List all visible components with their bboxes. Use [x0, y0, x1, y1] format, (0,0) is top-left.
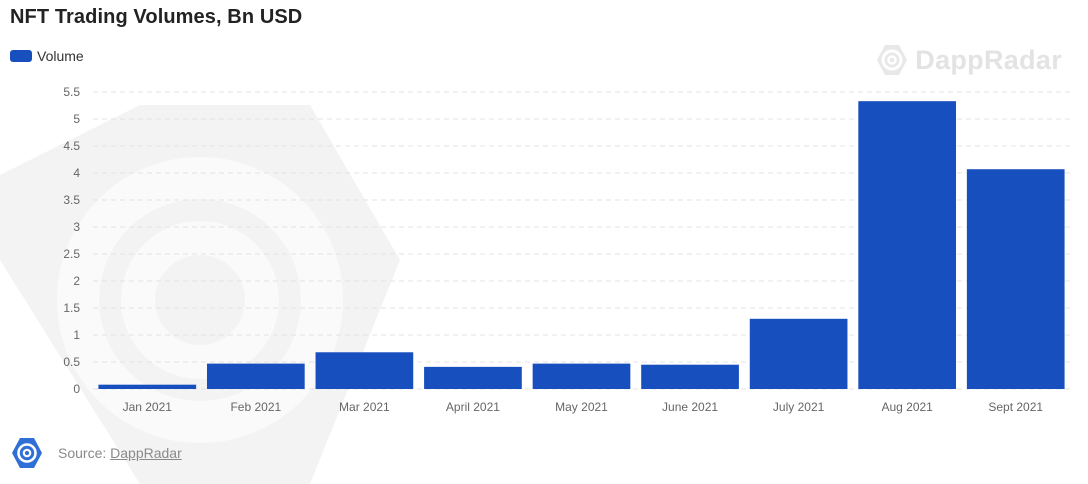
- y-tick-label: 1: [73, 328, 80, 342]
- y-tick-label: 4.5: [63, 139, 80, 153]
- bar-july-2021[interactable]: [749, 318, 848, 389]
- y-tick-label: 1.5: [63, 301, 80, 315]
- source-prefix: Source:: [58, 445, 111, 461]
- y-tick-label: 2.5: [63, 247, 80, 261]
- x-tick-label: Aug 2021: [881, 400, 933, 414]
- y-tick-label: 5.5: [63, 85, 80, 99]
- x-tick-label: Jan 2021: [123, 400, 173, 414]
- legend-label: Volume: [37, 48, 84, 64]
- chart-title: NFT Trading Volumes, Bn USD: [10, 6, 303, 28]
- y-tick-label: 5: [73, 112, 80, 126]
- dappradar-logo: DappRadar: [875, 43, 1062, 77]
- bars: [98, 101, 1065, 390]
- y-tick-label: 4: [73, 166, 80, 180]
- y-tick-label: 3.5: [63, 193, 80, 207]
- x-tick-label: May 2021: [555, 400, 608, 414]
- x-tick-label: July 2021: [773, 400, 825, 414]
- x-tick-label: April 2021: [446, 400, 500, 414]
- y-tick-label: 0: [73, 382, 80, 396]
- bar-june-2021[interactable]: [641, 364, 739, 389]
- y-tick-label: 2: [73, 274, 80, 288]
- legend-swatch: [10, 50, 32, 62]
- bar-feb-2021[interactable]: [206, 363, 305, 389]
- dappradar-source-icon: [12, 438, 42, 468]
- brand-name: DappRadar: [915, 44, 1062, 75]
- legend[interactable]: Volume: [10, 48, 84, 64]
- bar-april-2021[interactable]: [424, 366, 522, 389]
- x-axis-ticks: Jan 2021 Feb 2021 Mar 2021 April 2021 May 20…: [123, 400, 1044, 414]
- source-link[interactable]: DappRadar: [110, 445, 182, 461]
- x-tick-label: June 2021: [662, 400, 718, 414]
- dappradar-hex-icon: [877, 45, 908, 75]
- bar-mar-2021[interactable]: [315, 352, 414, 389]
- source-label: Source: DappRadar: [58, 445, 182, 461]
- y-tick-label: 3: [73, 220, 80, 234]
- x-tick-label: Sept 2021: [988, 400, 1043, 414]
- bar-aug-2021[interactable]: [858, 101, 957, 390]
- source-attribution: Source: DappRadar: [10, 436, 182, 470]
- y-axis-ticks: 0 0.5 1 1.5 2 2.5 3 3.5 4 4.5 5 5.5: [63, 85, 80, 396]
- x-tick-label: Mar 2021: [339, 400, 390, 414]
- bar-sept-2021[interactable]: [966, 169, 1065, 389]
- bar-jan-2021[interactable]: [98, 384, 197, 389]
- bar-may-2021[interactable]: [532, 363, 631, 389]
- x-tick-label: Feb 2021: [230, 400, 281, 414]
- y-tick-label: 0.5: [63, 355, 80, 369]
